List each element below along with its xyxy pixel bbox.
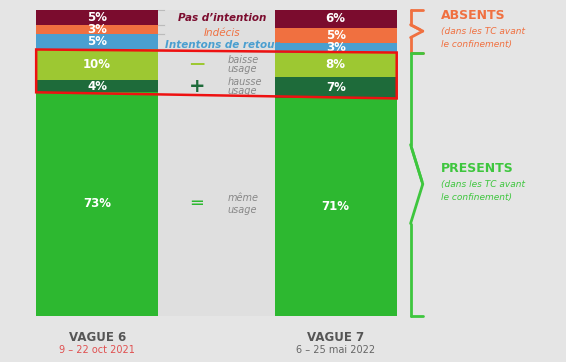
Text: (dans les TC avant: (dans les TC avant (441, 27, 525, 35)
Bar (275, 98, 397, 316)
Text: le confinement): le confinement) (441, 41, 512, 49)
Text: Indécis: Indécis (204, 28, 241, 38)
Text: 73%: 73% (83, 197, 111, 210)
Bar (275, 43, 397, 52)
Text: 6%: 6% (325, 12, 346, 25)
Text: le confinement): le confinement) (441, 193, 512, 202)
Text: 71%: 71% (321, 201, 350, 214)
Text: 5%: 5% (87, 35, 107, 49)
Text: Intentons de retour: Intentons de retour (165, 40, 279, 50)
Bar (36, 10, 158, 25)
Text: 4%: 4% (87, 80, 107, 93)
Text: VAGUE 6: VAGUE 6 (68, 331, 126, 344)
Text: ═: ═ (191, 195, 203, 213)
Text: 7%: 7% (326, 81, 346, 94)
Bar (36, 80, 158, 92)
Bar (275, 77, 397, 98)
Bar (36, 50, 158, 80)
Text: 5%: 5% (87, 11, 107, 24)
Text: PRESENTS: PRESENTS (441, 162, 514, 175)
Text: même: même (228, 193, 259, 203)
Text: +: + (189, 77, 205, 96)
Bar (36, 92, 158, 316)
Text: usage: usage (228, 64, 257, 74)
Text: 10%: 10% (83, 58, 111, 71)
Bar (36, 25, 158, 34)
Bar (158, 10, 275, 316)
Text: hausse: hausse (228, 77, 262, 87)
Text: (dans les TC avant: (dans les TC avant (441, 180, 525, 189)
Text: —: — (190, 56, 205, 71)
Bar (275, 28, 397, 43)
Bar (275, 10, 397, 28)
Text: VAGUE 7: VAGUE 7 (307, 331, 365, 344)
Text: 9 – 22 oct 2021: 9 – 22 oct 2021 (59, 345, 135, 355)
Text: 3%: 3% (326, 42, 346, 54)
Text: 5%: 5% (325, 29, 346, 42)
Text: usage: usage (228, 205, 257, 215)
Bar (36, 34, 158, 50)
Text: ABSENTS: ABSENTS (441, 9, 505, 22)
Text: usage: usage (228, 86, 257, 96)
Text: baisse: baisse (228, 55, 259, 65)
Text: 6 – 25 mai 2022: 6 – 25 mai 2022 (296, 345, 375, 355)
Text: 8%: 8% (325, 58, 346, 71)
Bar (275, 52, 397, 77)
Text: Pas d’intention: Pas d’intention (178, 13, 266, 23)
Text: 3%: 3% (87, 23, 107, 36)
